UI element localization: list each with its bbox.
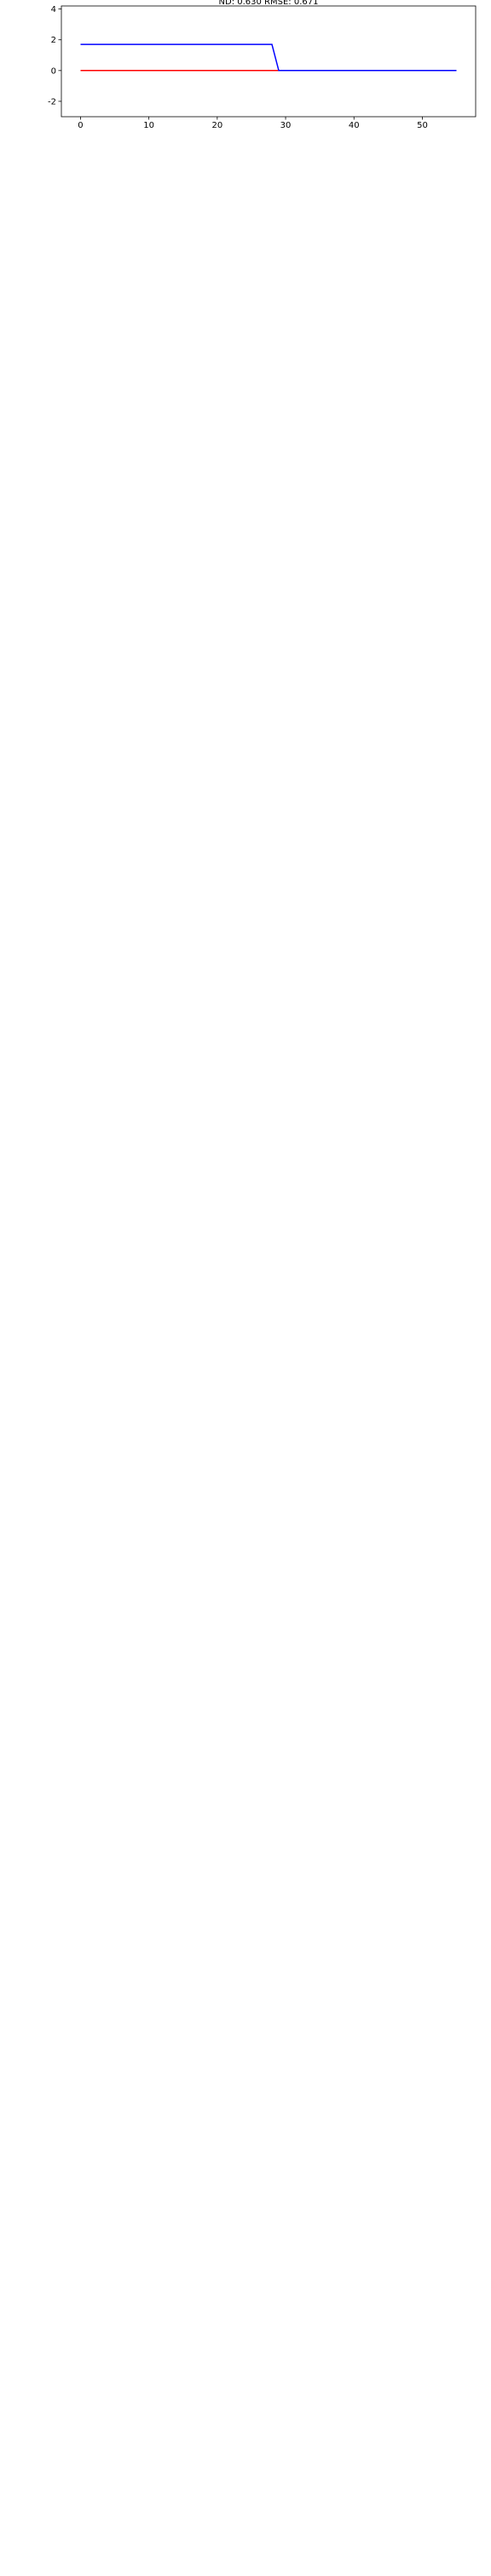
x-tick-label: 10: [143, 121, 154, 130]
y-tick-label: 0: [51, 66, 56, 76]
y-tick-label: 2: [51, 36, 56, 45]
x-tick-label: 0: [78, 121, 83, 130]
series-line-forecast: [80, 43, 457, 72]
x-tick-label: 50: [417, 121, 428, 130]
chart-title: ND: 0.630 RMSE: 0.671: [219, 0, 319, 7]
x-tick-label: 40: [349, 121, 360, 130]
chart-panel: ND: 0.630 RMSE: 0.671 0 10 20 30 40 50 -2 0 2 4: [48, 0, 477, 130]
x-tick-label: 30: [280, 121, 292, 130]
plot-frame: [61, 5, 477, 118]
y-tick-label: -2: [48, 97, 56, 106]
x-tick-label: 20: [211, 121, 222, 130]
y-tick-label: 4: [51, 5, 56, 14]
